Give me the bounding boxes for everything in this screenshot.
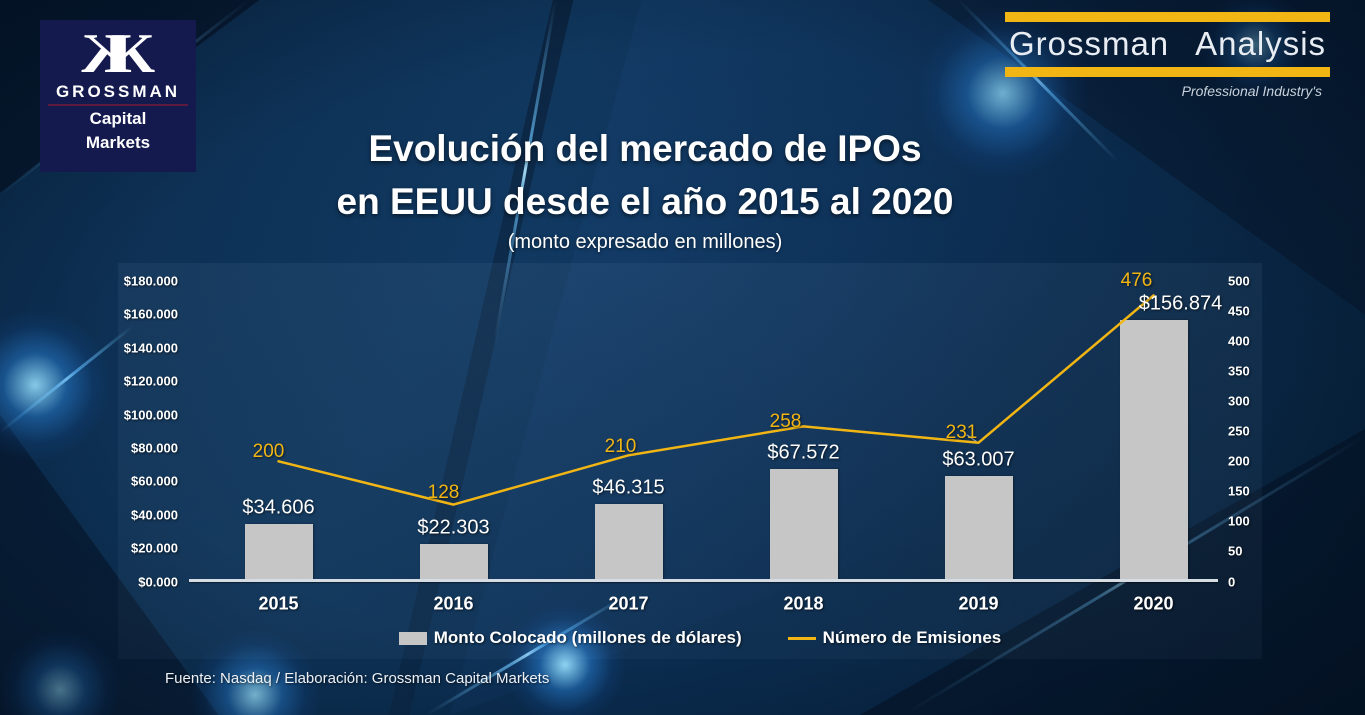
line-value-label: 476 [1120,270,1153,292]
x-axis-category-label: 2020 [1133,593,1174,614]
right-axis-tick: 300 [1228,393,1250,409]
brand-title: Grossman Analysis [1005,22,1330,67]
left-axis-tick: $180.000 [123,273,178,289]
logo-grossman-capital-markets: KK GROSSMAN Capital Markets [40,20,196,172]
right-axis-tick: 450 [1228,303,1250,319]
bar-2019 [944,476,1013,582]
left-axis-tick: $80.000 [131,440,178,456]
x-axis-category-label: 2016 [433,593,474,614]
right-axis-tick: 350 [1228,363,1250,379]
bar-value-label: $63.007 [942,448,1015,471]
legend-label: Monto Colocado (millones de dólares) [433,628,742,647]
left-axis-tick: $120.000 [123,373,178,389]
bar-2018 [769,468,838,582]
legend-item-monto-colocado: Monto Colocado (millones de dólares) [398,628,742,648]
brand-word-analysis: Analysis [1195,25,1327,62]
line-value-label: 210 [604,436,637,458]
title-line-1: Evolución del mercado de IPOs [368,128,922,169]
brand-bar-top [1005,12,1330,22]
left-axis-tick: $0.000 [138,574,178,589]
right-axis-tick: 150 [1228,483,1250,499]
left-axis-tick: $140.000 [123,340,178,356]
chart-title-block: Evolución del mercado de IPOs en EEUU de… [120,122,1170,254]
x-axis-category-label: 2018 [783,593,824,614]
bar-2020 [1119,319,1188,582]
bar-value-label: $22.303 [417,516,490,539]
bar-value-label: $156.874 [1138,292,1223,315]
x-axis-category-label: 2019 [958,593,999,614]
left-axis-tick: $40.000 [131,507,178,523]
brand-tagline: Professional Industry's [1181,83,1322,99]
logo-name-text: GROSSMAN [55,82,181,101]
right-axis-tick: 0 [1228,574,1236,589]
right-axis-tick: 200 [1228,453,1250,469]
right-axis-tick: 400 [1228,333,1250,349]
x-axis-category-label: 2015 [258,593,299,614]
title-line-2: en EEUU desde el año 2015 al 2020 [336,181,954,222]
logo-kk-monogram: KK [80,23,155,85]
left-axis-tick: $100.000 [123,407,178,423]
bar-2017 [594,504,663,582]
bar-value-label: $34.606 [242,496,315,519]
source-attribution: Fuente: Nasdaq / Elaboración: Grossman C… [165,670,550,687]
logo-divider-line [48,104,188,106]
brand-bar-bottom [1005,67,1330,77]
bar-value-label: $67.572 [767,441,840,464]
legend-bar-swatch-icon [398,631,427,645]
bar-2015 [244,523,313,582]
left-axis-tick: $20.000 [131,540,178,556]
logo-capital-text: Capital [89,109,147,128]
brand-header: Grossman Analysis Professional Industry's [1005,12,1330,99]
title-subtitle: (monto expresado en millones) [507,231,783,253]
glow-spot [0,310,110,460]
x-axis-category-label: 2017 [608,593,649,614]
line-value-label: 128 [427,481,460,503]
line-value-label: 258 [769,411,802,433]
right-axis-tick: 500 [1228,273,1250,289]
x-axis-line [189,579,1218,582]
legend-line-swatch-icon [787,636,816,640]
logo-markets-text: Markets [85,133,151,152]
bar-2016 [419,544,488,582]
line-value-label: 200 [252,441,285,463]
bar-value-label: $46.315 [592,476,665,499]
right-axis-tick: 50 [1228,543,1243,559]
legend-label: Número de Emisiones [822,628,1002,647]
brand-word-grossman: Grossman [1008,25,1170,62]
glow-spot [0,630,120,715]
left-axis-tick: $160.000 [123,306,178,322]
legend-item-numero-emisiones: Número de Emisiones [787,628,1002,648]
right-axis-tick: 100 [1228,513,1250,529]
right-axis-tick: 250 [1228,423,1250,439]
chart-legend: Monto Colocado (millones de dólares) Núm… [120,628,1280,648]
line-value-label: 231 [945,421,978,443]
logo-k: K [111,23,156,85]
left-axis-tick: $60.000 [131,473,178,489]
logo-k-mirrored: K [80,23,125,85]
